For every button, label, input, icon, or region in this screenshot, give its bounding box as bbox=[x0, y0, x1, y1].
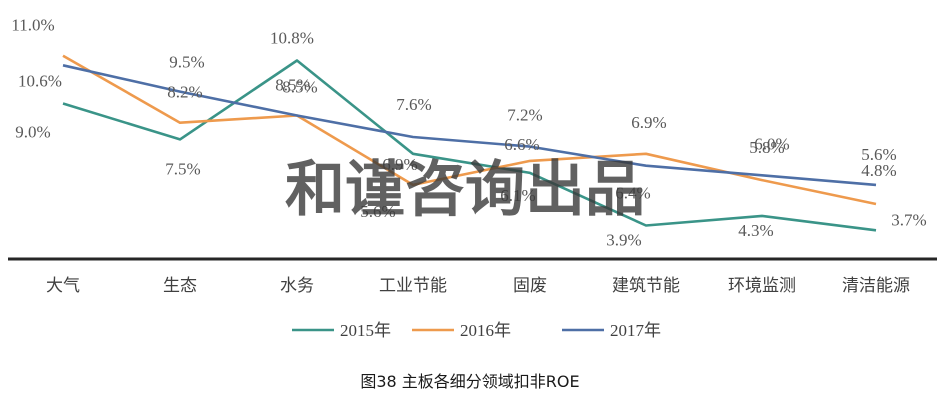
data-label-2017年-建筑节能: 6.4% bbox=[615, 184, 650, 203]
data-label-2015年-环境监测: 4.3% bbox=[738, 221, 773, 240]
data-label-2017年-固废: 7.2% bbox=[507, 106, 542, 125]
series-line-2017年 bbox=[62, 64, 877, 187]
data-label-2016年-生态: 8.2% bbox=[167, 83, 202, 102]
legend-label-2017年: 2017年 bbox=[610, 321, 661, 340]
watermark: 和谨咨询出品 bbox=[285, 155, 645, 225]
category-label-水务: 水务 bbox=[280, 276, 314, 296]
legend: 2015年 2016年 2017年 bbox=[292, 321, 661, 340]
data-label-2016年-环境监测: 5.8% bbox=[749, 138, 784, 157]
category-label-清洁能源: 清洁能源 bbox=[842, 276, 910, 296]
data-label-2017年-环境监测: 6.0% bbox=[754, 134, 789, 153]
data-label-2015年-生态: 7.5% bbox=[165, 159, 200, 178]
category-label-建筑节能: 建筑节能 bbox=[612, 276, 680, 296]
category-labels-layer: 大气 生态 水务 工业节能 固废 建筑节能 环境监测 清洁能源 bbox=[46, 276, 910, 296]
data-label-2017年-生态: 9.5% bbox=[169, 53, 204, 72]
series-layer bbox=[62, 54, 877, 232]
series-line-2016年 bbox=[62, 54, 877, 206]
data-label-2015年-工业节能: 6.9% bbox=[382, 155, 417, 174]
data-label-2015年-建筑节能: 3.9% bbox=[606, 231, 641, 250]
data-label-2016年-工业节能: 5.6% bbox=[360, 202, 395, 221]
category-label-大气: 大气 bbox=[46, 276, 80, 296]
data-label-2017年-水务: 8.5% bbox=[275, 76, 310, 95]
legend-label-2015年: 2015年 bbox=[340, 321, 391, 340]
data-label-2016年-大气: 11.0% bbox=[11, 16, 54, 35]
data-label-2016年-清洁能源: 4.8% bbox=[861, 161, 896, 180]
data-label-2015年-固废: 6.1% bbox=[500, 186, 535, 205]
data-label-2015年-清洁能源: 3.7% bbox=[891, 210, 926, 229]
data-label-2017年-大气: 10.6% bbox=[18, 71, 62, 90]
category-label-环境监测: 环境监测 bbox=[728, 276, 796, 296]
data-label-2017年-清洁能源: 5.6% bbox=[861, 145, 896, 164]
category-label-工业节能: 工业节能 bbox=[379, 276, 447, 296]
data-label-2016年-建筑节能: 6.9% bbox=[631, 113, 666, 132]
category-label-固废: 固废 bbox=[513, 276, 547, 296]
data-label-2016年-水务: 8.5% bbox=[282, 78, 317, 97]
category-label-生态: 生态 bbox=[163, 276, 197, 296]
legend-label-2016年: 2016年 bbox=[460, 321, 511, 340]
data-label-2015年-水务: 10.8% bbox=[270, 29, 314, 48]
data-label-2015年-大气: 9.0% bbox=[15, 123, 50, 142]
data-labels-layer: 9.0% 7.5% 10.8% 6.9% 6.1% 3.9% 4.3% 3.7% 11.0% 8.… bbox=[11, 16, 926, 250]
data-label-2016年-固废: 6.6% bbox=[504, 135, 539, 154]
chart-caption: 图38 主板各细分领域扣非ROE bbox=[360, 372, 579, 391]
series-line-2015年 bbox=[62, 59, 877, 232]
data-label-2017年-工业节能: 7.6% bbox=[396, 95, 431, 114]
